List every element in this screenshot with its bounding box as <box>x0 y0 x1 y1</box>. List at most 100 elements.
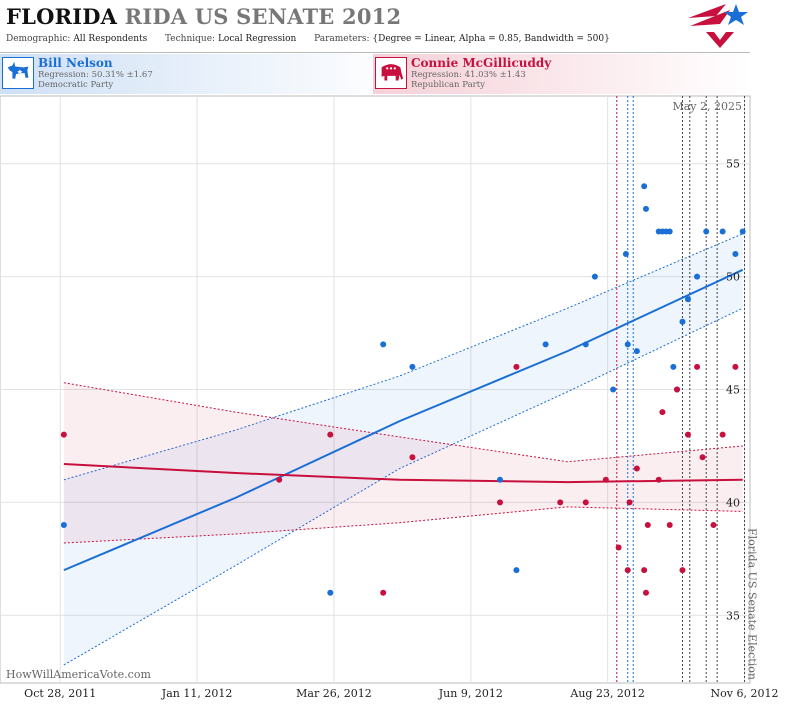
chart-axes: 35 40 45 50 55 Oct 28, 2011 Jan 11, 2012 Mar 26… <box>24 100 778 700</box>
dem-poll-point <box>582 341 589 348</box>
rep-poll-point <box>644 521 651 528</box>
rep-poll-point <box>719 431 726 438</box>
rep-poll-point <box>380 589 387 596</box>
dem-band-lower <box>63 307 743 666</box>
dem-poll-point <box>624 341 631 348</box>
rep-poll-point <box>602 476 609 483</box>
candidate-rep: Connie McGillicuddy Regression: 41.03% ±… <box>373 54 750 94</box>
rep-poll-point <box>626 499 633 506</box>
rep-regression: Regression: 41.03% ±1.43 <box>411 70 526 80</box>
dem-poll-point <box>739 228 746 235</box>
demographic-label: Demographic: <box>6 34 71 44</box>
technique-label: Technique: <box>165 34 216 44</box>
rep-poll-point <box>674 386 681 393</box>
dem-candidate-name[interactable]: Bill Nelson <box>38 56 113 70</box>
elephant-icon <box>375 57 407 89</box>
trend-lines <box>63 268 744 572</box>
rep-poll-point <box>633 465 640 472</box>
rep-poll-point <box>276 476 283 483</box>
dem-poll-point <box>542 341 549 348</box>
rep-trend-line <box>63 463 743 484</box>
confidence-bands <box>63 233 743 666</box>
dem-poll-point <box>642 205 649 212</box>
candidate-dem: Bill Nelson Regression: 50.31% ±1.67 Dem… <box>0 54 400 94</box>
rep-poll-point <box>327 431 334 438</box>
dem-poll-point <box>591 273 598 280</box>
dem-poll-point <box>60 521 67 528</box>
dem-poll-point <box>633 348 640 355</box>
site-logo-icon[interactable] <box>686 2 750 50</box>
dem-regression: Regression: 50.31% ±1.67 <box>38 70 153 80</box>
election-label: Florida US Senate Election <box>746 528 759 680</box>
poll-points <box>60 183 746 596</box>
x-tick-label: Aug 23, 2012 <box>569 687 645 700</box>
rep-poll-point <box>582 499 589 506</box>
rep-poll-point <box>666 521 673 528</box>
dem-poll-point <box>719 228 726 235</box>
x-tick-label: Jun 9, 2012 <box>438 687 503 700</box>
rep-poll-point <box>710 521 717 528</box>
y-tick-label: 35 <box>726 609 740 622</box>
parameters-value: {Degree = Linear, Alpha = 0.85, Bandwidt… <box>372 34 610 44</box>
dem-poll-point <box>655 228 662 235</box>
rep-poll-point <box>615 544 622 551</box>
x-tick-label: Jan 11, 2012 <box>161 687 233 700</box>
dem-poll-point <box>663 228 670 235</box>
rep-poll-point <box>557 499 564 506</box>
watermark: HowWillAmericaVote.com <box>6 668 151 681</box>
y-tick-label: 45 <box>726 384 740 397</box>
dem-poll-point <box>409 363 416 370</box>
dem-poll-point <box>694 273 701 280</box>
dem-poll-point <box>703 228 710 235</box>
dem-band-upper <box>63 233 743 481</box>
dem-poll-point <box>327 589 334 596</box>
header: FLORIDA RIDA US SENATE 2012 Demographic:… <box>0 0 789 54</box>
rep-poll-point <box>684 431 691 438</box>
rep-confidence-band <box>63 382 743 544</box>
dem-poll-point <box>674 386 681 393</box>
demographic-value: All Respondents <box>73 34 148 44</box>
current-date-label: May 2, 2025 <box>672 100 742 113</box>
event-lines <box>616 96 746 683</box>
rep-poll-point <box>699 454 706 461</box>
parameters-line: Demographic: All Respondents Technique: … <box>6 34 610 44</box>
rep-party: Republican Party <box>411 80 485 90</box>
y-tick-label: 50 <box>726 271 740 284</box>
technique-value: Local Regression <box>217 34 297 44</box>
rep-poll-point <box>642 589 649 596</box>
header-divider <box>0 52 750 53</box>
dem-party: Democratic Party <box>38 80 114 90</box>
dem-poll-point <box>679 318 686 325</box>
dem-trend-line <box>63 268 744 572</box>
title-state: FLORIDA <box>6 4 118 29</box>
rep-candidate-name[interactable]: Connie McGillicuddy <box>411 56 552 70</box>
page-title: FLORIDA RIDA US SENATE 2012 <box>6 4 401 29</box>
plot-area <box>0 95 751 684</box>
rep-band-upper <box>63 382 743 463</box>
rep-poll-point <box>694 363 701 370</box>
parameters-label: Parameters: <box>314 34 370 44</box>
rep-poll-point <box>732 363 739 370</box>
donkey-icon <box>2 57 34 89</box>
dem-poll-point <box>666 228 673 235</box>
dem-poll-point <box>610 386 617 393</box>
y-tick-label: 40 <box>726 496 740 509</box>
y-tick-label: 55 <box>726 158 740 171</box>
dem-poll-point <box>684 296 691 303</box>
rep-poll-point <box>624 567 631 574</box>
dem-poll-point <box>732 251 739 258</box>
rep-poll-point <box>655 476 662 483</box>
x-tick-label: Mar 26, 2012 <box>296 687 372 700</box>
dem-poll-point <box>659 228 666 235</box>
rep-band-lower <box>63 506 743 544</box>
rep-poll-point <box>409 454 416 461</box>
dem-poll-point <box>622 251 629 258</box>
dem-poll-point <box>497 476 503 483</box>
x-tick-label: Oct 28, 2011 <box>24 687 96 700</box>
title-race: RIDA US SENATE 2012 <box>124 4 402 29</box>
dem-poll-point <box>513 567 520 574</box>
chart-grid <box>0 95 751 684</box>
dem-poll-point <box>641 183 648 190</box>
rep-poll-point <box>513 363 520 370</box>
